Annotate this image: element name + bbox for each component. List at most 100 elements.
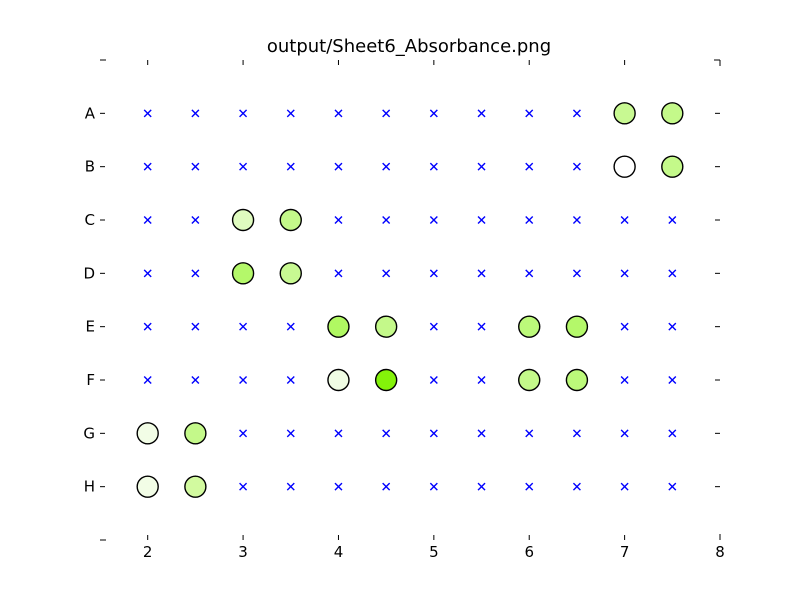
x-tick-label: 3 [238,543,248,561]
x-tick-label: 8 [715,543,725,561]
empty-marker-stroke [286,322,295,331]
empty-well-marker [429,482,438,491]
empty-well-marker [382,482,391,491]
empty-marker-stroke [668,482,677,491]
empty-well-marker [334,162,343,171]
empty-marker-stroke [668,376,677,384]
empty-marker-stroke [191,322,200,331]
empty-marker-stroke [382,109,391,118]
empty-marker-stroke [525,482,534,491]
y-tick-label: E [86,318,95,336]
empty-marker-stroke [477,162,486,171]
chart-title: output/Sheet6_Absorbance.png [267,36,551,57]
y-tick-label: C [85,211,95,229]
empty-well-marker [429,109,438,118]
y-tick-label: B [85,158,95,176]
empty-well-marker [191,322,200,331]
empty-marker-stroke [382,162,391,171]
empty-well-marker [572,429,581,438]
empty-marker-stroke [191,269,200,278]
empty-marker-stroke [286,162,295,171]
empty-marker-stroke [525,269,534,278]
well-circle [613,102,636,125]
empty-well-marker [382,109,391,118]
empty-marker-stroke [477,269,486,278]
well-circle [374,315,398,338]
empty-marker-stroke [668,322,677,331]
empty-marker-stroke [525,109,534,118]
empty-well-marker [239,429,248,438]
empty-marker-stroke [572,482,581,491]
empty-well-marker [572,269,581,278]
empty-well-marker [334,482,343,491]
empty-marker-stroke [382,216,391,224]
empty-marker-stroke [334,269,343,278]
empty-well-marker [191,109,200,118]
well-circle [565,368,589,392]
empty-well-marker [668,216,677,224]
empty-well-marker [143,269,152,278]
empty-well-marker [477,429,486,438]
empty-well-marker [143,216,152,224]
well-circle [661,155,684,178]
empty-marker-stroke [620,322,629,331]
empty-marker-stroke [143,376,152,384]
empty-marker-stroke [239,109,248,118]
well-circle [136,422,159,445]
empty-marker-stroke [525,216,534,224]
empty-marker-stroke [477,376,486,384]
well-circle [279,208,302,232]
empty-well-marker [525,109,534,118]
empty-marker-stroke [334,109,343,118]
empty-well-marker [620,216,629,224]
empty-well-marker [525,216,534,224]
empty-marker-stroke [620,376,629,384]
empty-well-marker [382,429,391,438]
well-circle [518,315,541,338]
empty-well-marker [191,376,200,384]
empty-well-marker [286,429,295,438]
empty-marker-stroke [286,482,295,491]
empty-marker-stroke [525,162,534,171]
empty-marker-stroke [334,162,343,171]
empty-well-marker [668,482,677,491]
empty-well-marker [429,216,438,224]
empty-marker-stroke [429,429,438,438]
empty-marker-stroke [572,269,581,278]
empty-marker-stroke [286,109,295,118]
empty-well-marker [239,109,248,118]
empty-marker-stroke [477,216,486,224]
empty-well-marker [572,109,581,118]
empty-marker-stroke [620,482,629,491]
y-tick-label: D [83,264,95,282]
empty-well-marker [286,322,295,331]
empty-marker-stroke [191,162,200,171]
empty-marker-stroke [620,269,629,278]
empty-marker-stroke [429,162,438,171]
empty-well-marker [334,109,343,118]
empty-marker-stroke [477,482,486,491]
well-circle [184,475,207,498]
empty-marker-stroke [191,109,200,118]
empty-well-marker [477,322,486,331]
empty-well-marker [620,429,629,438]
empty-marker-stroke [429,269,438,278]
empty-marker-stroke [525,429,534,438]
empty-well-marker [620,376,629,384]
empty-marker-stroke [668,429,677,438]
empty-marker-stroke [429,376,438,384]
empty-well-marker [525,429,534,438]
well-circle [374,368,398,392]
well-circle [518,368,541,392]
empty-marker-stroke [620,429,629,438]
empty-marker-stroke [143,269,152,278]
empty-well-marker [668,269,677,278]
empty-marker-stroke [477,429,486,438]
empty-marker-stroke [239,322,248,331]
empty-well-marker [191,269,200,278]
empty-well-marker [334,269,343,278]
empty-marker-stroke [477,322,486,331]
empty-well-marker [620,482,629,491]
empty-marker-stroke [668,269,677,278]
